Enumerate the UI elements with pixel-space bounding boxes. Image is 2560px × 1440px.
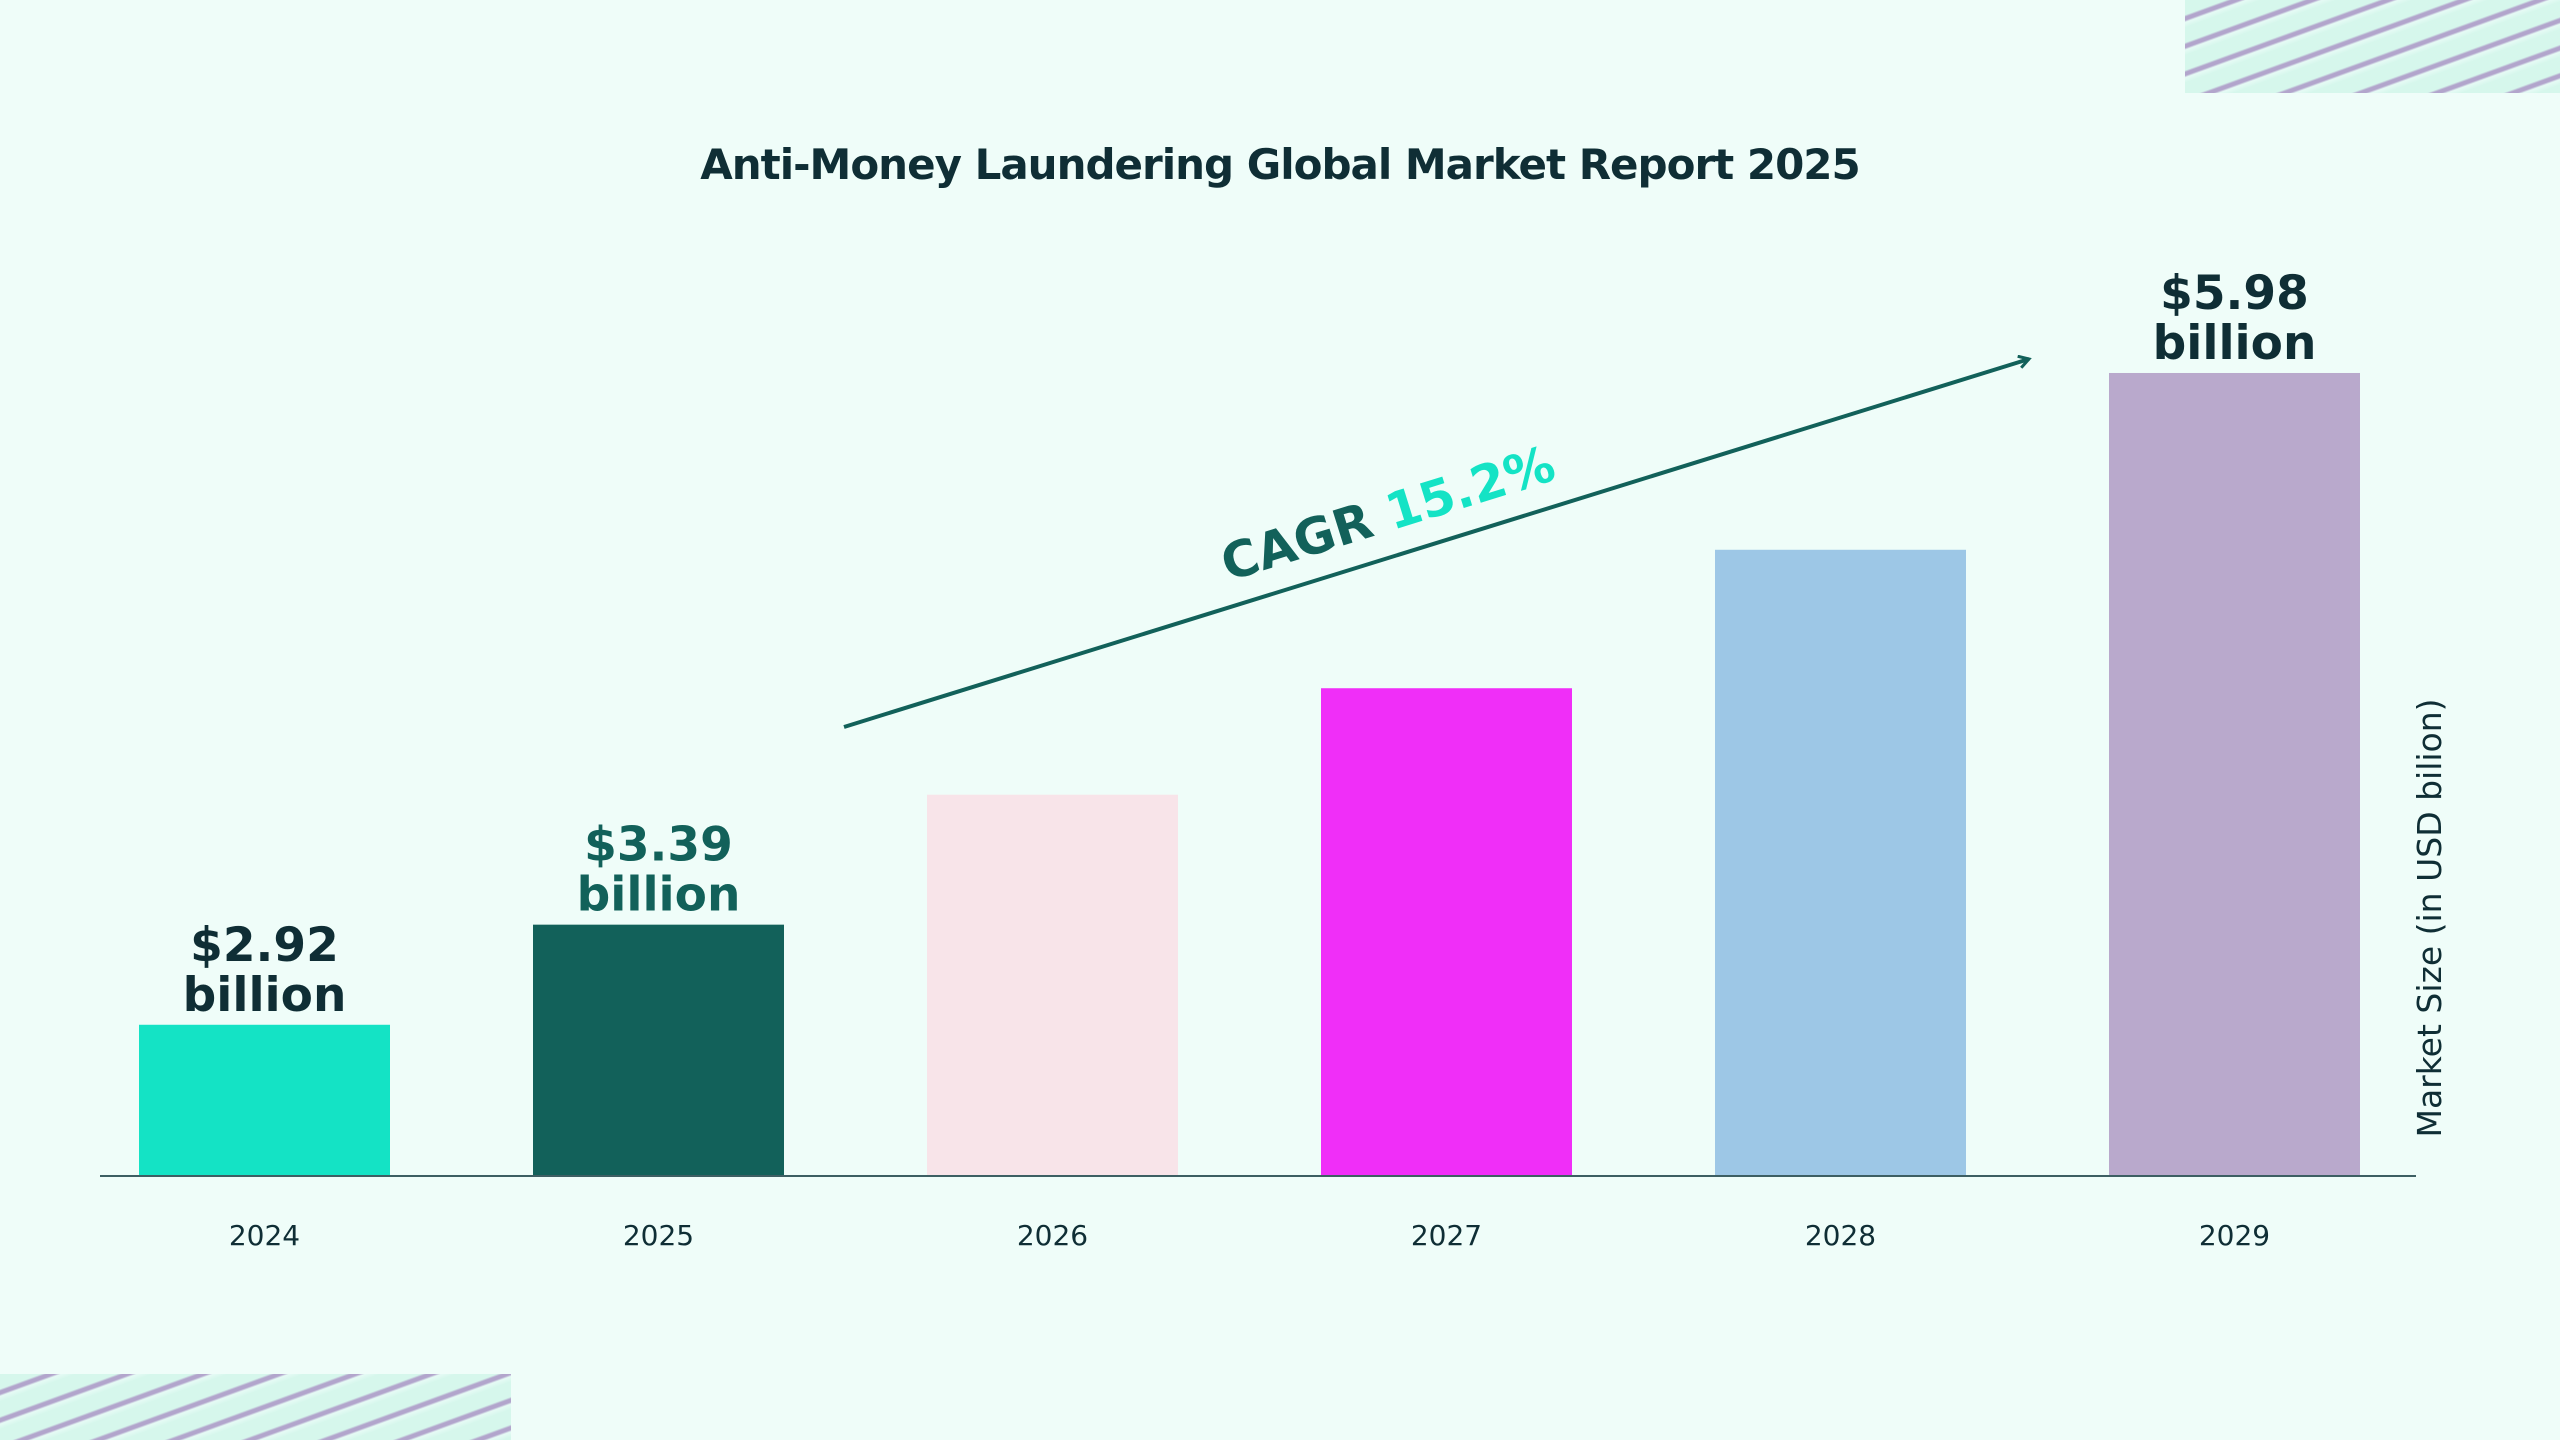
- bar-2024: [139, 1024, 390, 1176]
- cagr-prefix: CAGR: [1214, 491, 1379, 592]
- bar-2025: [533, 924, 784, 1176]
- data-label-unit: billion: [577, 868, 741, 923]
- bar-2027: [1321, 688, 1572, 1176]
- x-tick-label: 2029: [2199, 1219, 2270, 1252]
- y-axis-label: Market Size (in USD bilion): [2410, 698, 2449, 1137]
- x-tick-label: 2026: [1017, 1219, 1088, 1252]
- x-tick-label: 2028: [1805, 1219, 1876, 1252]
- bar-2029: [2109, 372, 2360, 1176]
- data-label-value: $3.39: [584, 818, 733, 873]
- chart-title: Anti-Money Laundering Global Market Repo…: [700, 140, 1861, 189]
- data-label-unit: billion: [2153, 316, 2317, 371]
- decorative-stripes-top-right: [2185, 0, 2560, 93]
- x-tick-label: 2025: [623, 1219, 694, 1252]
- cagr-annotation: CAGR 15.2%: [1214, 435, 1561, 593]
- growth-arrow: [843, 359, 2029, 729]
- x-tick-label: 2024: [229, 1219, 300, 1252]
- data-label-value: $5.98: [2160, 266, 2309, 321]
- cagr-value: 15.2%: [1379, 435, 1562, 542]
- bar-2028: [1715, 549, 1966, 1176]
- data-label-unit: billion: [183, 968, 347, 1023]
- bar-2026: [927, 794, 1178, 1176]
- x-tick-label: 2027: [1411, 1219, 1482, 1252]
- data-label-value: $2.92: [190, 918, 339, 973]
- decorative-stripes-bottom-left: [0, 1374, 511, 1440]
